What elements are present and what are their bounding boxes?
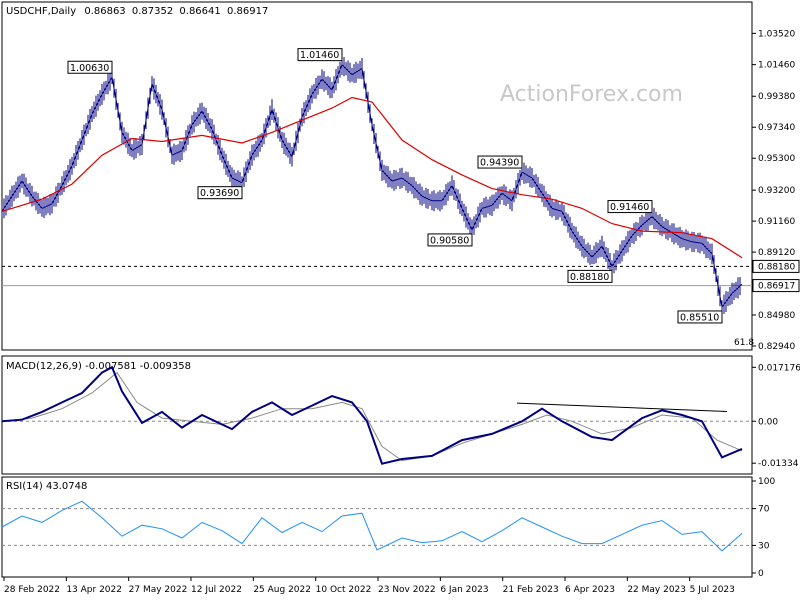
price-tick-label: 0.97340	[758, 123, 795, 133]
date-x-axis: 28 Feb 2022 13 Apr 2022 27 May 2022 12 Jul …	[3, 577, 735, 595]
x-tick-label: 13 Apr 2022	[66, 585, 122, 595]
price-close-line	[1, 63, 743, 309]
macd-series-group	[1, 365, 752, 465]
x-tick-label: 6 Jan 2023	[440, 585, 488, 595]
macd-trendline	[516, 402, 728, 412]
price-annotation-label: 0.94390	[480, 158, 519, 169]
level-tag-box	[752, 279, 800, 293]
price-tick-label: 0.82940	[758, 342, 795, 352]
price-y-axis: 1.03520 1.01460 0.99380 0.97340 0.95300 0.932…	[752, 29, 795, 352]
fib-label: 61.8	[734, 338, 754, 348]
price-annotation-box	[607, 200, 653, 214]
price-tick-label: 0.84980	[758, 311, 795, 321]
watermark: ActionForex.com	[500, 82, 683, 107]
price-annotation-box	[427, 233, 473, 247]
level-tag-label: 0.88180	[758, 262, 795, 272]
price-annotations: 1.00630 0.93690 1.01460 0.94390 0.90580 0.914…	[67, 48, 723, 324]
rsi-tick-label: 100	[758, 477, 775, 487]
ohlc-low: 0.86641	[179, 6, 220, 17]
rsi-y-axis: 100 70 30 0	[752, 477, 775, 579]
price-tick-label: 1.01460	[758, 61, 795, 71]
rsi-tick-label: 70	[758, 505, 770, 515]
macd-signal-line	[1, 371, 743, 462]
price-annotation-box	[197, 186, 243, 200]
price-annotation-label: 0.88180	[570, 272, 609, 283]
macd-panel-frame	[1, 355, 753, 475]
x-tick-label: 28 Feb 2022	[4, 585, 60, 595]
ohlc-high: 0.87352	[132, 6, 173, 17]
symbol-label: USDCHF	[6, 6, 48, 17]
x-tick-label: 25 Aug 2022	[253, 585, 311, 595]
price-annotation-label: 1.00630	[70, 63, 109, 74]
timeframe-label: Daily	[51, 6, 76, 17]
ma-line	[1, 96, 743, 259]
horizontal-levels: 0.88180 0.86917	[2, 259, 800, 293]
x-tick-label: 12 Jul 2022	[191, 585, 242, 595]
rsi-tick-label: 0	[758, 569, 764, 579]
price-annotation-box	[67, 60, 113, 74]
price-panel-title: USDCHF,Daily 0.86863 0.87352 0.86641 0.8…	[6, 6, 268, 17]
macd-tick-label: -0.01334	[758, 459, 799, 469]
price-tick-label: 0.95300	[758, 154, 795, 164]
x-tick-label: 27 May 2022	[129, 585, 188, 595]
ohlc-open: 0.86863	[84, 6, 125, 17]
rsi-tick-label: 30	[758, 541, 770, 551]
level-tag-box	[752, 259, 800, 273]
x-tick-label: 22 May 2023	[627, 585, 686, 595]
price-tick-label: 0.89120	[758, 248, 795, 258]
price-series	[1, 63, 743, 309]
ohlc-close: 0.86917	[227, 6, 268, 17]
price-annotation-box	[677, 310, 723, 324]
x-tick-label: 5 Jul 2023	[690, 585, 735, 595]
level-tag-label: 0.86917	[758, 282, 795, 292]
rsi-panel-title: RSI(14) 43.0748	[6, 481, 87, 492]
price-annotation-label: 0.91460	[610, 202, 649, 213]
price-annotation-label: 0.85510	[680, 312, 719, 323]
macd-y-axis: 0.017176 0.00 -0.01334	[752, 363, 800, 469]
price-annotation-label: 0.90580	[430, 235, 469, 246]
moving-average-series	[1, 96, 743, 259]
price-annotation-box	[297, 48, 343, 62]
macd-tick-label: 0.00	[758, 417, 778, 427]
x-tick-label: 21 Feb 2023	[503, 585, 559, 595]
price-annotation-label: 0.93690	[200, 188, 239, 199]
x-tick-label: 6 Apr 2023	[565, 585, 615, 595]
macd-tick-label: 0.017176	[758, 363, 800, 373]
x-tick-label: 10 Oct 2022	[316, 585, 372, 595]
rsi-series-group	[1, 500, 752, 552]
price-annotation-label: 1.01460	[300, 50, 339, 61]
price-annotation-box	[567, 269, 613, 283]
price-panel-frame	[1, 1, 753, 351]
macd-panel-title: MACD(12,26,9) -0.007581 -0.009358	[6, 361, 191, 372]
price-tick-label: 0.99380	[758, 92, 795, 102]
rsi-line	[1, 500, 743, 552]
macd-line	[1, 365, 743, 465]
price-annotation-box	[477, 155, 523, 169]
price-tick-label: 0.91160	[758, 217, 795, 227]
price-tick-label: 1.03520	[758, 29, 795, 39]
price-tick-label: 0.93200	[758, 186, 795, 196]
x-tick-label: 23 Nov 2022	[378, 585, 436, 595]
